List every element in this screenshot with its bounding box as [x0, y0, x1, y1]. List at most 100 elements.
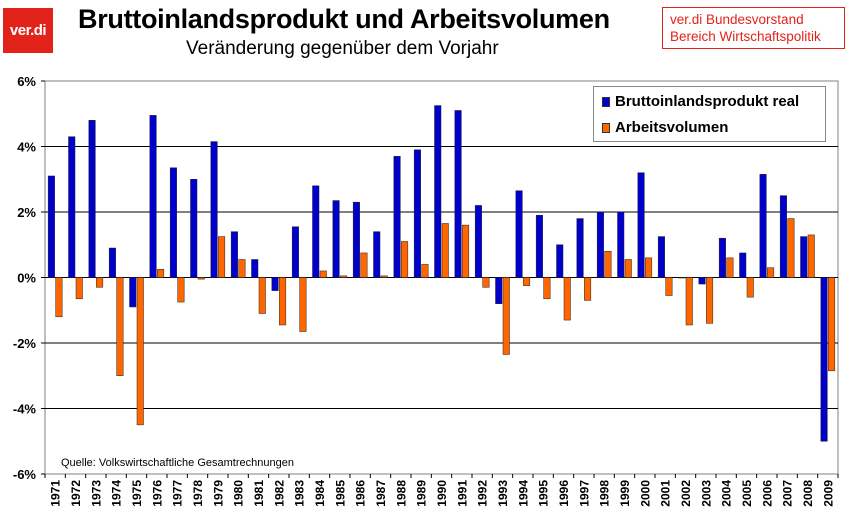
bar-bip: [88, 120, 96, 278]
bar-bip: [637, 172, 645, 278]
bar-bip: [108, 247, 116, 278]
x-tick-label: 2008: [801, 480, 815, 507]
source-note: Quelle: Volkswirtschaftliche Gesamtrechn…: [61, 457, 294, 469]
x-tick-label: 1991: [455, 480, 469, 507]
legend-label-bip: Bruttoinlandsprodukt real: [615, 93, 800, 110]
bar-bip: [149, 115, 157, 278]
x-tick-label: 1993: [496, 480, 510, 507]
bar-arbeitsvolumen: [807, 234, 815, 278]
x-tick-label: 1999: [618, 480, 632, 507]
bar-arbeitsvolumen: [319, 270, 327, 278]
bar-bip: [698, 277, 706, 285]
bar-arbeitsvolumen: [421, 264, 429, 278]
x-tick-label: 1981: [252, 480, 266, 507]
x-tick-label: 2007: [781, 480, 795, 507]
x-tick-label: 1983: [293, 480, 307, 507]
bar-bip: [556, 244, 564, 278]
bar-bip: [800, 236, 808, 278]
bar-arbeitsvolumen: [462, 224, 470, 278]
x-tick-label: 1986: [354, 480, 368, 507]
bar-bip: [393, 156, 401, 278]
bar-bip: [413, 149, 421, 278]
bar-bip: [169, 167, 177, 278]
bar-arbeitsvolumen: [665, 277, 673, 296]
legend-swatch-bip: [602, 96, 610, 107]
x-tick-label: 2009: [821, 480, 835, 507]
chart-title: Bruttoinlandsprodukt und Arbeitsvolumen: [78, 4, 610, 34]
legend-item-bip: Bruttoinlandsprodukt real: [602, 93, 799, 110]
bar-arbeitsvolumen: [340, 275, 348, 278]
bar-bip: [68, 136, 76, 278]
bar-arbeitsvolumen: [746, 277, 754, 298]
bar-arbeitsvolumen: [218, 236, 226, 278]
x-tick-label: 1985: [333, 480, 347, 507]
bar-bip: [576, 218, 584, 278]
legend-item-av: Arbeitsvolumen: [602, 119, 728, 136]
logo-text: ver.di: [9, 22, 47, 39]
y-tick-label: -4%: [13, 402, 37, 417]
bar-arbeitsvolumen: [197, 277, 205, 280]
bar-bip: [596, 211, 604, 278]
x-tick-label: 2001: [659, 480, 673, 507]
bar-arbeitsvolumen: [157, 269, 165, 278]
bar-arbeitsvolumen: [55, 277, 63, 318]
bar-arbeitsvolumen: [441, 223, 449, 278]
y-tick-label: 2%: [17, 205, 36, 220]
bar-arbeitsvolumen: [116, 277, 124, 376]
x-tick-label: 1977: [171, 480, 185, 507]
x-tick-label: 1994: [516, 480, 530, 507]
x-tick-label: 1990: [435, 480, 449, 507]
bar-arbeitsvolumen: [685, 277, 693, 326]
bar-bip: [657, 236, 665, 278]
bar-bip: [47, 175, 55, 278]
bar-bip: [515, 190, 523, 278]
y-tick-label: 6%: [17, 74, 36, 89]
x-tick-label: 1976: [150, 480, 164, 507]
bar-arbeitsvolumen: [563, 277, 571, 321]
x-tick-label: 2002: [679, 480, 693, 507]
bar-arbeitsvolumen: [177, 277, 185, 303]
verdi-logo: ver.di: [3, 8, 53, 53]
x-tick-label: 1987: [374, 480, 388, 507]
x-tick-label: 2006: [760, 480, 774, 507]
bar-bip: [779, 195, 787, 278]
bar-arbeitsvolumen: [543, 277, 551, 300]
publisher-line-1: ver.di Bundesvorstand: [670, 12, 804, 27]
bar-arbeitsvolumen: [75, 277, 83, 300]
x-tick-label: 1998: [598, 480, 612, 507]
bar-arbeitsvolumen: [279, 277, 287, 326]
y-tick-label: -6%: [13, 467, 37, 482]
bar-arbeitsvolumen: [645, 257, 653, 278]
bar-bip: [718, 237, 726, 278]
bar-bip: [332, 200, 340, 278]
y-tick-label: 0%: [17, 271, 36, 286]
bar-bip: [230, 231, 238, 278]
bar-arbeitsvolumen: [136, 277, 144, 426]
x-tick-label: 2005: [740, 480, 754, 507]
x-tick-label: 2004: [720, 480, 734, 507]
bar-arbeitsvolumen: [502, 277, 510, 355]
bar-arbeitsvolumen: [767, 267, 775, 278]
bar-arbeitsvolumen: [828, 277, 836, 372]
bar-bip: [678, 277, 686, 279]
bar-arbeitsvolumen: [726, 257, 734, 278]
x-tick-label: 1995: [537, 480, 551, 507]
x-tick-label: 1973: [89, 480, 103, 507]
x-tick-label: 1984: [313, 480, 327, 507]
bar-arbeitsvolumen: [96, 277, 104, 288]
x-tick-label: 1997: [577, 480, 591, 507]
bar-arbeitsvolumen: [380, 275, 388, 278]
x-tick-label: 1996: [557, 480, 571, 507]
bar-bip: [312, 185, 320, 278]
bar-bip: [291, 226, 299, 278]
bar-arbeitsvolumen: [360, 252, 368, 278]
x-tick-label: 2003: [699, 480, 713, 507]
y-tick-label: -2%: [13, 336, 37, 351]
bar-arbeitsvolumen: [624, 259, 632, 278]
bar-bip: [535, 215, 543, 278]
y-tick-label: 4%: [17, 140, 36, 155]
x-tick-label: 2000: [638, 480, 652, 507]
x-tick-label: 1975: [130, 480, 144, 507]
x-tick-label: 1979: [211, 480, 225, 507]
